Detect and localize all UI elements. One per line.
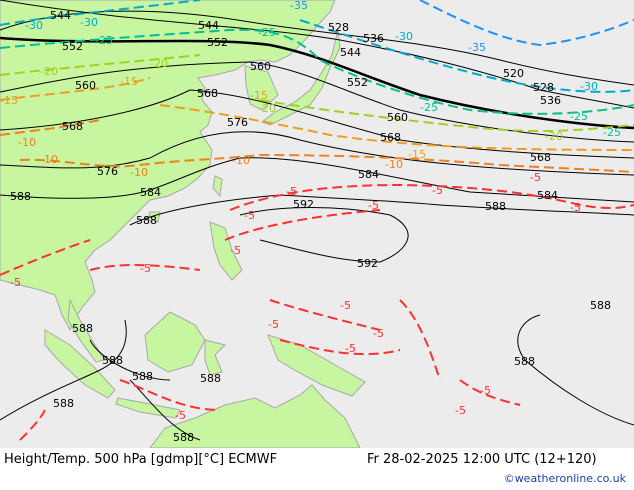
temperature-label: -5: [340, 299, 351, 312]
temperature-label: -25: [570, 110, 588, 123]
height-label: 588: [10, 190, 31, 203]
map-title: Height/Temp. 500 hPa [gdmp][°C] ECMWF: [4, 452, 278, 467]
temperature-label: -5: [570, 201, 581, 214]
height-label: 568: [62, 120, 83, 133]
height-label: 588: [200, 372, 221, 385]
height-label: 560: [387, 111, 408, 124]
height-label: 588: [173, 431, 194, 444]
height-label: 588: [72, 322, 93, 335]
height-label: 592: [357, 257, 378, 270]
temperature-label: -10: [130, 166, 148, 179]
temperature-label: -20: [40, 65, 58, 78]
height-label: 536: [363, 32, 384, 45]
temperature-label: -15: [120, 75, 138, 88]
temperature-label: -10: [40, 153, 58, 166]
temperature-label: -5: [530, 171, 541, 184]
temperature-label: -15: [0, 94, 18, 107]
taiwan: [212, 175, 223, 198]
height-label: 592: [293, 198, 314, 211]
temperature-label: -10: [18, 136, 36, 149]
philippines: [209, 221, 243, 281]
temperature-label: -5: [10, 276, 21, 289]
java: [115, 397, 181, 419]
valid-datetime: Fr 28-02-2025 12:00 UTC (12+120): [367, 452, 597, 467]
height-label: 544: [340, 46, 361, 59]
height-label: 588: [514, 355, 535, 368]
height-label: 584: [140, 186, 161, 199]
temperature-label: -5: [230, 244, 241, 257]
temperature-label: -5: [244, 209, 255, 222]
temperature-label: -10: [232, 154, 250, 167]
new-guinea: [267, 334, 366, 397]
height-label: 560: [75, 79, 96, 92]
korea: [244, 65, 279, 111]
height-label: 536: [540, 94, 561, 107]
temperature-label: -5: [368, 199, 379, 212]
height-label: 552: [207, 36, 228, 49]
temperature-label: -25: [258, 26, 276, 39]
height-label: 588: [136, 214, 157, 227]
temperature-label: -5: [175, 409, 186, 422]
temperature-label: -15: [408, 148, 426, 161]
temperature-label: -5: [432, 184, 443, 197]
temperature-label: -35: [290, 0, 308, 12]
height-label: 528: [328, 21, 349, 34]
temperature-label: -30: [25, 19, 43, 32]
temperature-label: -10: [385, 158, 403, 171]
temperature-label: -15: [250, 89, 268, 102]
height-label: 588: [590, 299, 611, 312]
height-label: 588: [485, 200, 506, 213]
temperature-label: -35: [468, 41, 486, 54]
temperature-label: -5: [140, 262, 151, 275]
temperature-label: -20: [150, 57, 168, 70]
temperature-label: -30: [395, 30, 413, 43]
height-label: 544: [50, 9, 71, 22]
temperature-label: -20: [545, 130, 563, 143]
credit-link[interactable]: ©weatheronline.co.uk: [503, 472, 626, 485]
height-label: 520: [503, 67, 524, 80]
temperature-labels: -30 -30-35-30-35-25-25-25-20-20-25-20-15-…: [0, 0, 621, 422]
temperature-label: -5: [455, 404, 466, 417]
height-label: 552: [347, 76, 368, 89]
height-label: 552: [62, 40, 83, 53]
temperature-label: -5: [373, 327, 384, 340]
temperature-label: -20: [258, 102, 276, 115]
height-label: 544: [198, 19, 219, 32]
temperature-label: -30: [580, 80, 598, 93]
height-label: 568: [197, 87, 218, 100]
height-label: 584: [358, 168, 379, 181]
japan: [260, 29, 341, 126]
temperature-label: -25: [95, 34, 113, 47]
height-label: 588: [102, 354, 123, 367]
height-label: 588: [53, 397, 74, 410]
temperature-label: -5: [480, 384, 491, 397]
height-label: 528: [533, 81, 554, 94]
temperature-label: -5: [268, 318, 279, 331]
height-label: 576: [227, 116, 248, 129]
borneo: [144, 311, 206, 373]
sumatra: [44, 329, 116, 399]
temperature-label: -5: [286, 185, 297, 198]
height-label: 568: [530, 151, 551, 164]
temperature-label: -5: [345, 342, 356, 355]
temperature-label: -25: [420, 101, 438, 114]
height-label: 584: [537, 189, 558, 202]
height-label: 568: [380, 131, 401, 144]
australia: [149, 384, 361, 448]
sulawesi: [204, 339, 226, 376]
height-label: 560: [250, 60, 271, 73]
malay-peninsula: [67, 298, 106, 363]
temperature-contours: [0, 0, 634, 441]
temperature-label: -30: [80, 16, 98, 29]
height-label: 588: [132, 370, 153, 383]
land-masses: [0, 0, 366, 448]
height-label: 576: [97, 165, 118, 178]
temperature-label: -25: [603, 126, 621, 139]
